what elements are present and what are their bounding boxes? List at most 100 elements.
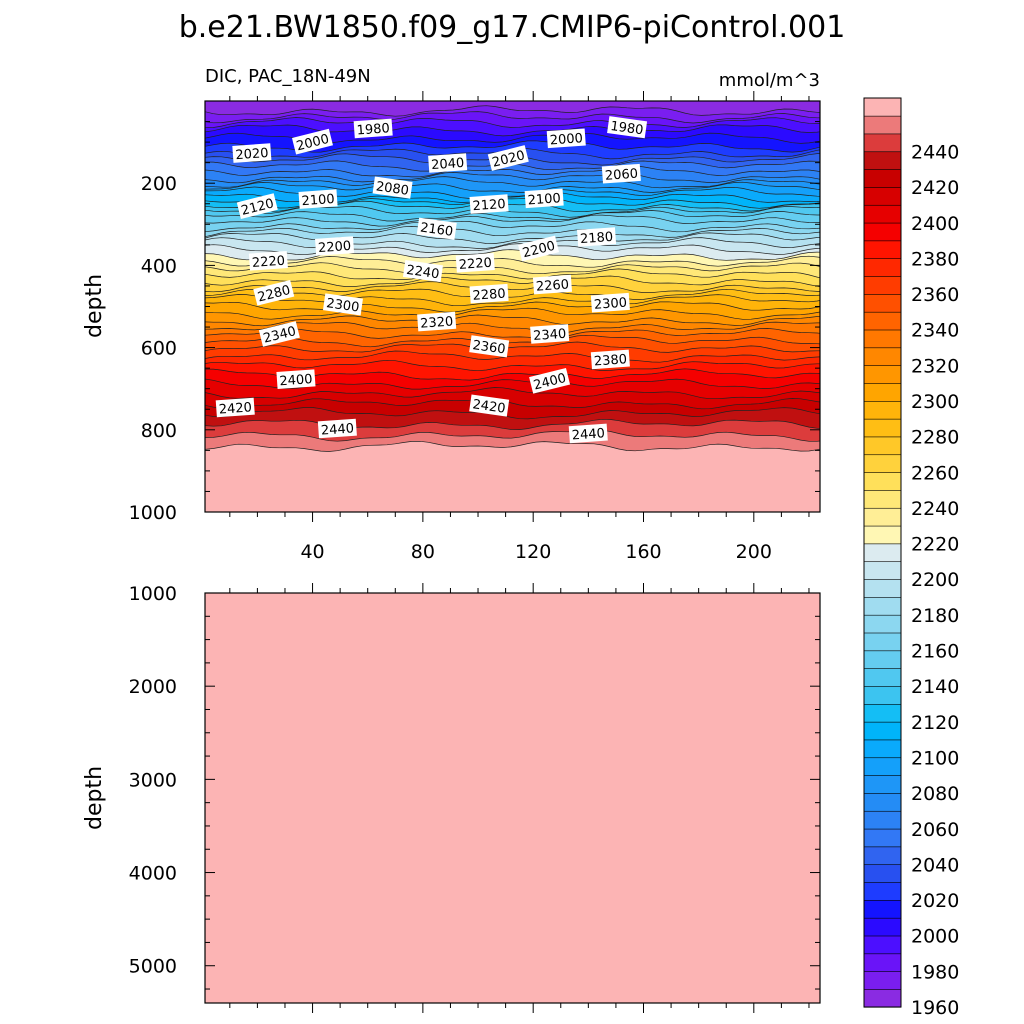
contour-line bbox=[205, 301, 820, 313]
colorbar-label: 2160 bbox=[911, 641, 959, 663]
contour-line bbox=[205, 220, 820, 233]
colorbar-swatch bbox=[863, 471, 902, 491]
contour-label: 2420 bbox=[469, 394, 510, 417]
colorbar-swatch bbox=[863, 971, 902, 990]
y-tick-label: 4000 bbox=[129, 863, 177, 885]
contour-line bbox=[205, 105, 820, 117]
colorbar-swatch bbox=[863, 668, 902, 687]
colorbar-swatch bbox=[863, 168, 902, 188]
contour-label-text: 2300 bbox=[593, 296, 627, 313]
contour-label-text: 2420 bbox=[218, 400, 252, 417]
colorbar-label: 1980 bbox=[911, 961, 959, 983]
contour-line bbox=[205, 176, 820, 189]
contour-label-text: 2440 bbox=[320, 421, 354, 438]
colorbar-swatch bbox=[863, 347, 902, 366]
colorbar-swatch bbox=[863, 436, 902, 456]
colorbar-swatch bbox=[863, 382, 902, 402]
contour-label: 2020 bbox=[232, 143, 272, 163]
colorbar-swatch bbox=[863, 507, 902, 527]
colorbar-swatch bbox=[863, 275, 902, 295]
contour-label-text: 2000 bbox=[549, 131, 583, 148]
contour-label: 2100 bbox=[298, 189, 338, 209]
colorbar-swatch bbox=[863, 400, 902, 420]
lower-ylabel: depth bbox=[82, 766, 107, 830]
contour-label-text: 2120 bbox=[472, 197, 506, 214]
contour-line bbox=[205, 124, 820, 137]
contour-label-text: 2220 bbox=[251, 254, 285, 271]
colorbar-label: 2260 bbox=[911, 462, 959, 484]
colorbar-label: 2100 bbox=[911, 748, 959, 770]
contour-line bbox=[205, 359, 820, 372]
colorbar-swatch bbox=[863, 186, 902, 206]
contour-label-text: 2280 bbox=[472, 287, 506, 304]
contour-label-text: 2080 bbox=[375, 179, 410, 198]
colorbar-label: 2020 bbox=[911, 890, 959, 912]
colorbar-swatch bbox=[863, 454, 902, 473]
contour-label: 2440 bbox=[317, 418, 357, 439]
contour-label-text: 2300 bbox=[325, 296, 360, 315]
colorbar-label: 2340 bbox=[911, 320, 959, 342]
contour-label: 2420 bbox=[215, 397, 255, 418]
y-tick-label: 600 bbox=[141, 338, 177, 360]
left-subtitle: DIC, PAC_18N-49N bbox=[205, 66, 371, 87]
colorbar-swatch bbox=[863, 703, 902, 723]
colorbar-swatch bbox=[863, 935, 902, 955]
contour-line bbox=[205, 232, 820, 244]
colorbar-swatch bbox=[863, 311, 902, 331]
contour-label: 1980 bbox=[607, 116, 648, 138]
colorbar-swatch bbox=[863, 133, 902, 153]
contour-line bbox=[205, 262, 820, 275]
contour-label: 2260 bbox=[532, 274, 573, 295]
contour-line bbox=[205, 398, 820, 410]
contour-label-text: 2100 bbox=[527, 191, 561, 208]
colorbar-swatch bbox=[863, 115, 902, 135]
colorbar-label: 2300 bbox=[911, 391, 959, 413]
lower-panel: 1000 2000 3000 4000 5000 depth bbox=[82, 583, 821, 1013]
contour-line bbox=[205, 226, 820, 238]
colorbar-label: 2380 bbox=[911, 248, 959, 270]
colorbar-label: 2200 bbox=[911, 569, 959, 591]
contour-line bbox=[205, 418, 820, 430]
colorbar-swatch bbox=[863, 792, 902, 812]
colorbar-label: 2360 bbox=[911, 284, 959, 306]
contour-label: 2280 bbox=[469, 283, 509, 304]
contour-label-text: 2200 bbox=[318, 239, 352, 256]
contour-label-text: 2180 bbox=[580, 230, 614, 247]
contour-line bbox=[205, 268, 820, 280]
contour-line bbox=[205, 281, 820, 293]
colorbar-swatch bbox=[863, 864, 902, 883]
y-tick-label: 5000 bbox=[129, 956, 177, 978]
contour-label: 2080 bbox=[372, 176, 413, 199]
contour-label: 2400 bbox=[276, 369, 316, 389]
contour-line bbox=[205, 440, 820, 452]
x-tick-label: 160 bbox=[625, 541, 661, 563]
contour-label-text: 2320 bbox=[420, 314, 454, 331]
lower-plot-frame bbox=[204, 592, 821, 1004]
colorbar-label: 2140 bbox=[911, 676, 959, 698]
contour-line bbox=[205, 294, 820, 307]
x-tick-label: 200 bbox=[736, 541, 772, 563]
colorbar-label: 2120 bbox=[911, 712, 959, 734]
colorbar-swatch bbox=[863, 810, 902, 830]
colorbar-label: 1960 bbox=[911, 997, 959, 1019]
colorbar-swatch bbox=[863, 632, 902, 652]
contour-label-text: 2100 bbox=[301, 192, 335, 209]
contour-line bbox=[205, 321, 820, 334]
contour-label: 2300 bbox=[590, 292, 630, 313]
contour-line bbox=[205, 165, 820, 178]
x-tick-label: 120 bbox=[515, 541, 551, 563]
colorbar-frame bbox=[863, 97, 902, 1008]
y-tick-label: 200 bbox=[141, 173, 177, 195]
contour-label-text: 2420 bbox=[472, 397, 507, 416]
y-tick-label: 1000 bbox=[129, 502, 177, 524]
upper-axes: 200 400 600 800 1000 40 80 120 160 200 bbox=[129, 91, 820, 563]
contour-label: 1980 bbox=[353, 118, 393, 139]
contour-line bbox=[205, 172, 820, 184]
colorbar-swatch bbox=[863, 828, 902, 848]
contour-label: 2360 bbox=[469, 335, 510, 358]
colorbar-swatch bbox=[863, 151, 902, 170]
colorbar-label: 2320 bbox=[911, 355, 959, 377]
contour-label-text: 2020 bbox=[235, 146, 269, 163]
colorbar-swatch bbox=[863, 614, 902, 634]
y-tick-label: 800 bbox=[141, 420, 177, 442]
